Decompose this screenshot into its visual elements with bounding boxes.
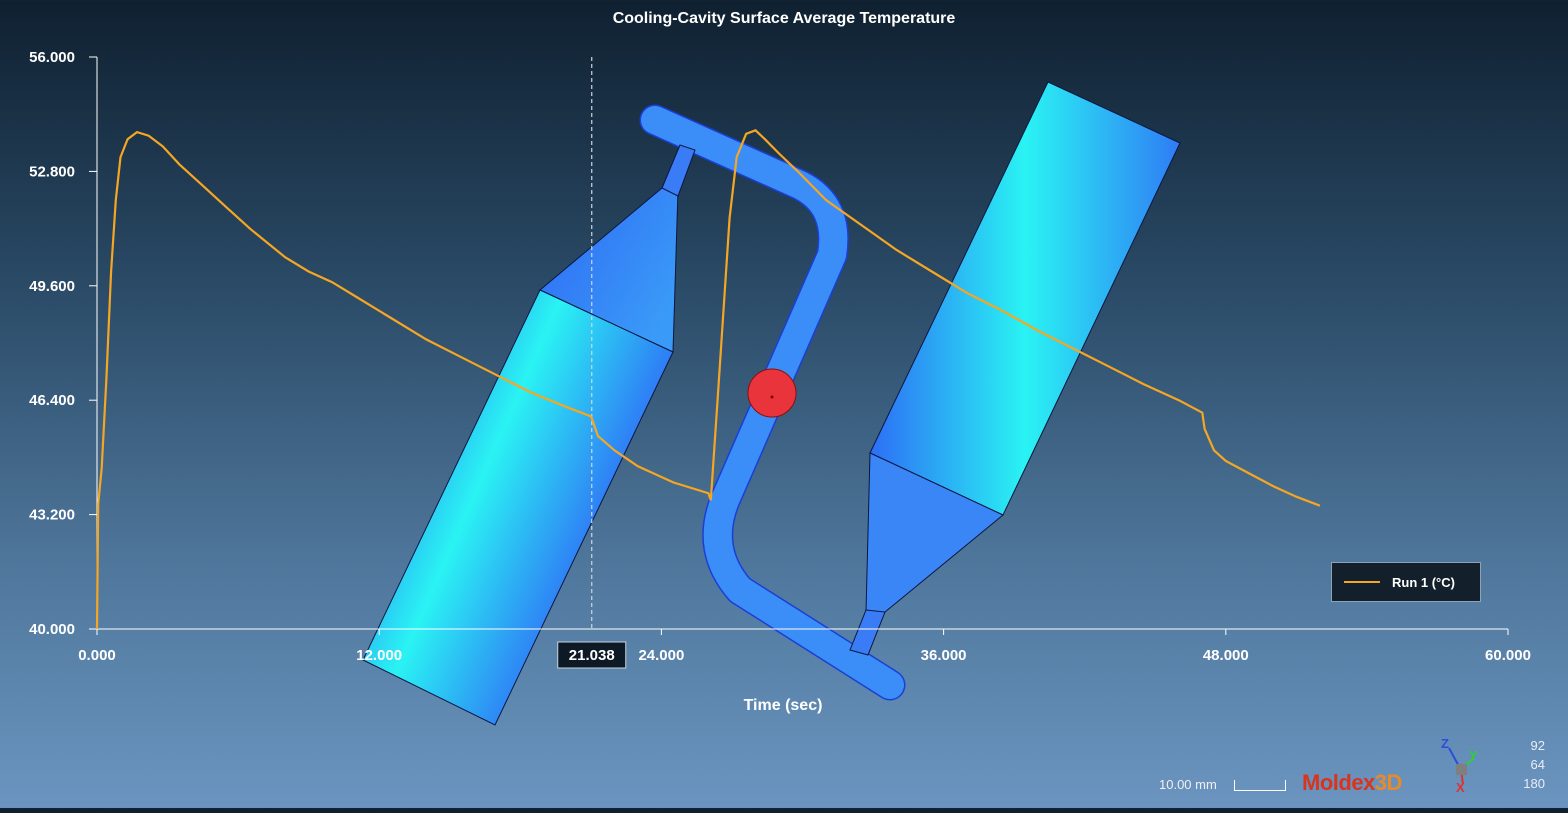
- x-axis-label: Time (sec): [744, 697, 823, 714]
- x-tick-label: 24.000: [638, 647, 684, 664]
- x-tick-label: 36.000: [921, 647, 967, 664]
- cooling-model: [362, 81, 1181, 726]
- scale-bar: [1234, 780, 1286, 791]
- legend-swatch-run-1: [1344, 581, 1380, 583]
- probe-point[interactable]: [747, 368, 797, 418]
- x-tick-label: 60.000: [1485, 647, 1531, 664]
- time-cursor-value: 21.038: [569, 647, 615, 664]
- triad-z-label: Z: [1441, 736, 1449, 751]
- time-cursor-label[interactable]: 21.038: [557, 641, 627, 669]
- scale-bar-label: 10.00 mm: [1159, 777, 1217, 792]
- series-line-run-1: [95, 129, 1321, 630]
- right-vessel-neck: [849, 609, 886, 656]
- left-vessel-neck: [661, 144, 696, 197]
- legend-label-run-1: Run 1 (°C): [1392, 574, 1455, 590]
- y-tick-label: 49.600: [29, 278, 75, 295]
- view-angle-1: 92: [1530, 738, 1545, 753]
- x-tick-label: 12.000: [356, 647, 402, 664]
- y-tick-label: 56.000: [29, 49, 75, 66]
- plot-area: 0.000 12.000 24.000 36.000 48.000 60.000 40.00…: [29, 49, 1531, 714]
- view-angle-2: 64: [1530, 757, 1545, 772]
- axis-ticks: 0.000 12.000 24.000 36.000 48.000 60.000 40.00…: [29, 49, 1531, 664]
- view-angle-3: 180: [1523, 776, 1545, 791]
- y-tick-label: 52.800: [29, 163, 75, 180]
- x-tick-label: 0.000: [78, 647, 116, 664]
- right-vessel-body: [869, 81, 1181, 516]
- moldex3d-logo: Moldex3D: [1302, 770, 1402, 795]
- chart-title: Cooling-Cavity Surface Average Temperatu…: [612, 10, 956, 27]
- y-tick-label: 40.000: [29, 621, 75, 638]
- y-tick-label: 46.400: [29, 392, 75, 409]
- orientation-triad[interactable]: Z Y X: [1441, 736, 1478, 795]
- triad-y-label: Y: [1469, 748, 1478, 763]
- probe-center: [770, 395, 774, 399]
- x-tick-label: 48.000: [1203, 647, 1249, 664]
- left-vessel-body: [362, 289, 674, 726]
- triad-x-label: X: [1456, 780, 1465, 795]
- y-tick-label: 43.200: [29, 507, 75, 524]
- triad-origin-cube: [1456, 764, 1467, 775]
- cooling-channel-fill: [641, 106, 904, 699]
- chart-legend[interactable]: Run 1 (°C): [1331, 562, 1481, 602]
